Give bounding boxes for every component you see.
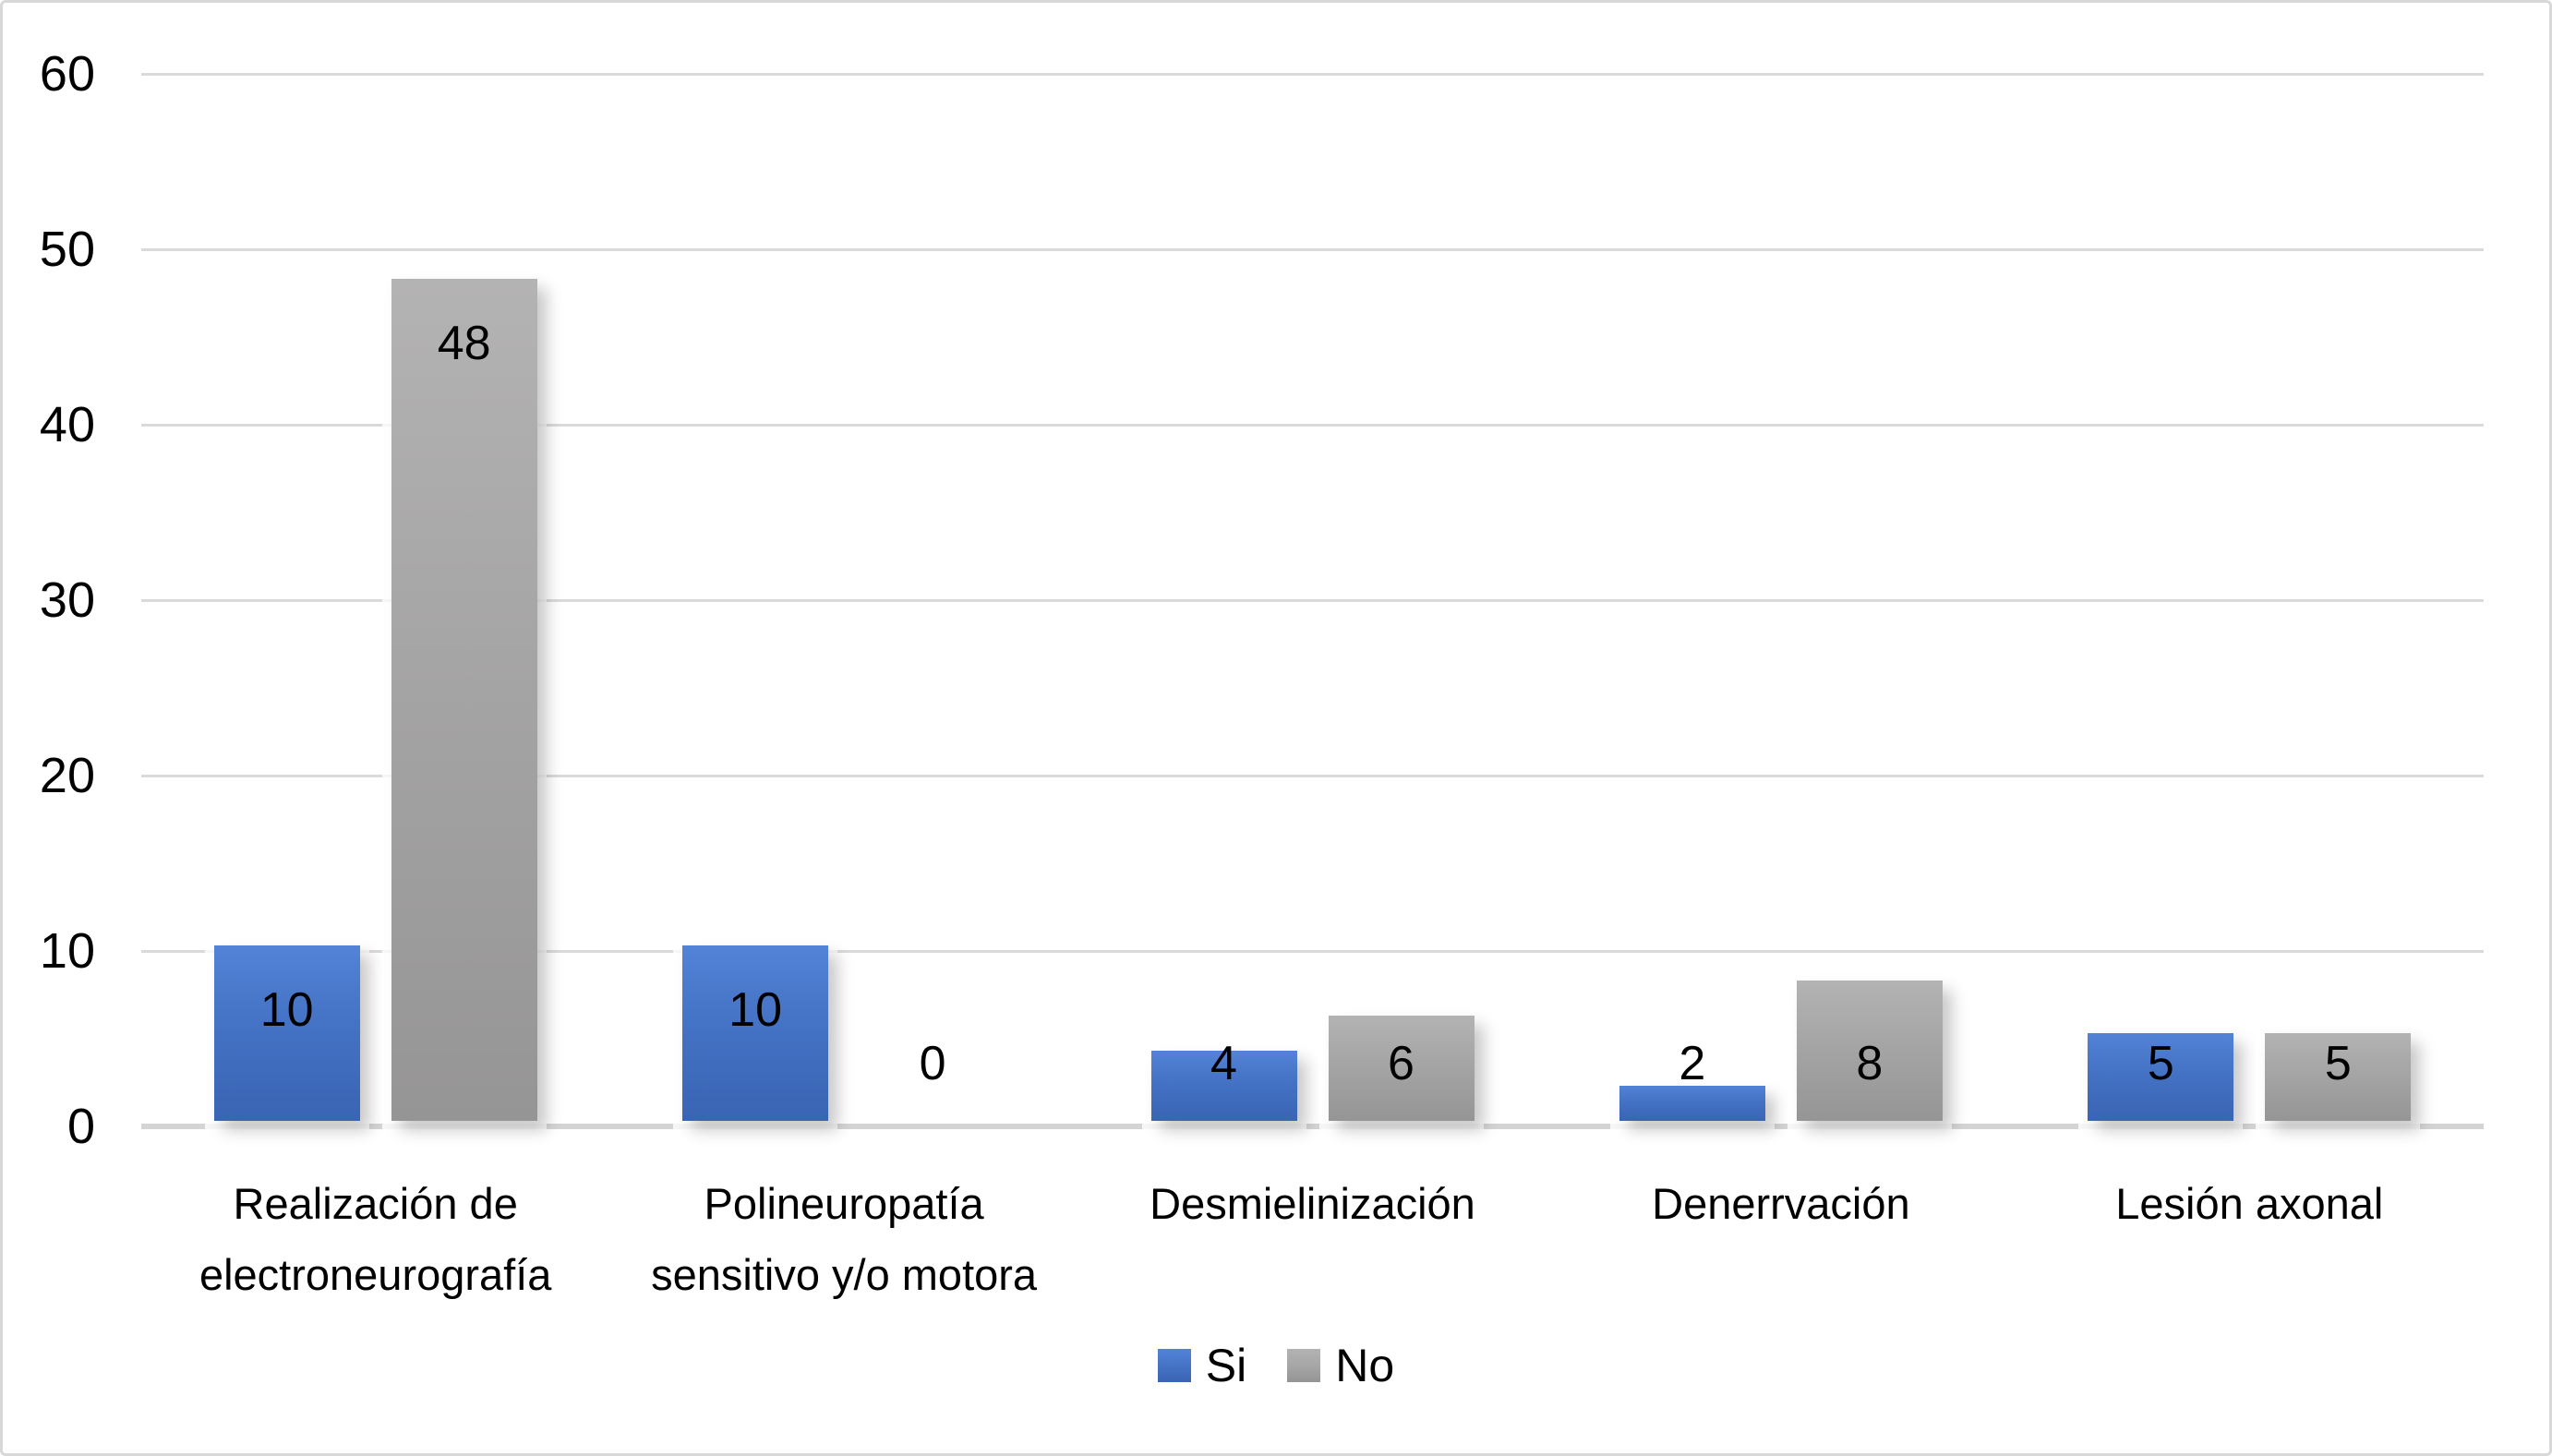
- category-label-line: electroneurografía: [199, 1250, 552, 1299]
- legend-item-no: No: [1287, 1340, 1394, 1391]
- si-bar: [682, 945, 829, 1121]
- no-bar: [2265, 1033, 2412, 1121]
- legend-swatch-no: [1287, 1349, 1321, 1382]
- value-label: 10: [728, 983, 783, 1037]
- value-label: 0: [919, 1037, 946, 1090]
- value-label: 2: [1679, 1037, 1706, 1090]
- gridline: [141, 247, 2484, 251]
- y-axis-tick-label: 50: [39, 222, 95, 277]
- category-label: Denerrvación: [1495, 1168, 2067, 1239]
- value-label: 10: [259, 983, 314, 1037]
- category-label-line: Lesión axonal: [2115, 1179, 2384, 1228]
- gridline: [141, 774, 2484, 777]
- value-label: 5: [2147, 1037, 2174, 1090]
- y-axis-tick-label: 40: [39, 397, 95, 452]
- si-bar: [2088, 1033, 2234, 1121]
- si-bar: [1150, 1051, 1297, 1121]
- category-label-line: Realización de: [233, 1179, 518, 1228]
- y-axis-tick-label: 10: [39, 923, 95, 979]
- category-label-line: Polineuropatía: [704, 1179, 984, 1228]
- legend-label: Si: [1205, 1340, 1247, 1391]
- y-axis-tick-label: 0: [66, 1099, 95, 1154]
- si-bar: [213, 945, 360, 1121]
- gridline: [141, 72, 2484, 76]
- no-bar: [391, 279, 537, 1121]
- no-bar: [1796, 981, 1943, 1121]
- legend: Si No: [3, 1340, 2549, 1391]
- legend-item-si: Si: [1157, 1340, 1247, 1391]
- value-label: 8: [1856, 1037, 1884, 1090]
- value-label: 6: [1388, 1037, 1414, 1090]
- value-label: 4: [1210, 1037, 1237, 1090]
- si-bar: [1619, 1086, 1765, 1121]
- value-label: 5: [2324, 1037, 2352, 1090]
- gridline: [141, 949, 2484, 953]
- category-label: Realización de electroneurografía: [90, 1168, 662, 1310]
- legend-label: No: [1335, 1340, 1395, 1391]
- category-label-line: Denerrvación: [1652, 1179, 1910, 1228]
- gridline: [141, 423, 2484, 427]
- category-label: Lesión axonal: [1963, 1168, 2535, 1239]
- x-axis-line: [141, 1124, 2484, 1129]
- category-label-line: Desmielinización: [1150, 1179, 1475, 1228]
- gridline: [141, 598, 2484, 602]
- legend-swatch-si: [1157, 1349, 1191, 1382]
- category-label: Desmielinización: [1027, 1168, 1599, 1239]
- y-axis-tick-label: 60: [39, 46, 95, 102]
- value-label: 48: [437, 317, 491, 370]
- category-label-line: sensitivo y/o motora: [651, 1250, 1038, 1299]
- y-axis-tick-label: 30: [39, 572, 95, 628]
- no-bar: [1328, 1016, 1475, 1121]
- category-label: Polineuropatía sensitivo y/o motora: [558, 1168, 1130, 1310]
- y-axis-tick-label: 20: [39, 748, 95, 803]
